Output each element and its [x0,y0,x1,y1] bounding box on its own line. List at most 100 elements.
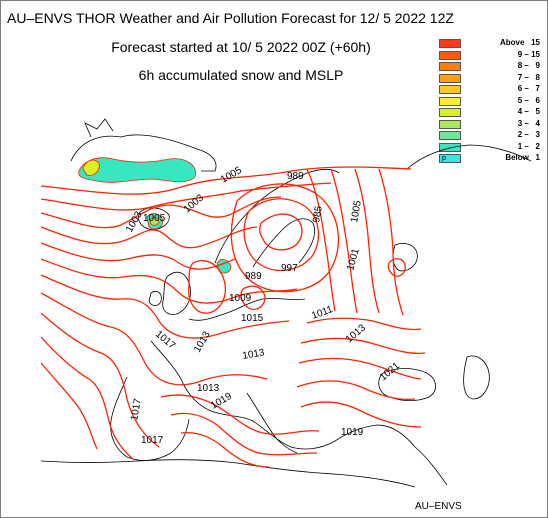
legend-item: 5 – 6 [438,96,546,108]
snow-area [149,217,160,226]
isobar [40,242,236,270]
africa-coast [40,459,416,488]
legend-swatch [439,119,461,129]
isobar [40,336,134,460]
isobar [160,394,320,435]
isobar-label: 1013 [192,329,213,354]
isobar-label: 1005 [143,213,166,224]
isobar [40,196,282,229]
isobar [387,258,406,277]
color-legend: Above 15 9 – 15 8 – 9 7 – 8 6 – 7 5 – 6 … [438,38,546,165]
isobar [306,317,422,331]
isobar [170,412,318,456]
legend-item: p Below 1 [438,153,546,165]
isobar [40,226,258,249]
isobar-label: 1009 [229,293,252,304]
legend-item: 4 – 5 [438,107,546,119]
legend-label: 6 – 7 [517,84,540,93]
legend-swatch [439,73,461,83]
isobar-label: 997 [281,263,298,274]
field-description: 6h accumulated snow and MSLP [138,67,344,83]
forecast-start: Forecast started at 10/ 5 2022 00Z (+60h… [111,39,371,55]
legend-swatch [439,108,461,117]
legend-item: 2 – 3 [438,130,546,142]
legend-label: 8 – 9 [517,61,540,70]
isobar-label: 1021 [378,360,402,383]
black-sea-coast [378,368,436,401]
legend-label: 4 – 5 [517,107,540,116]
legend-item: 6 – 7 [438,84,546,96]
pressure-labels: 1005 1003 1003 1005 989 985 1005 1001 98… [124,165,402,446]
snow-area [82,159,100,176]
legend-swatch [439,62,461,71]
snow-area [216,259,232,274]
iberia-coast [110,376,190,461]
legend-label: 7 – 8 [517,72,540,82]
legend-label: 5 – 6 [517,95,540,105]
legend-swatch [439,96,461,106]
isobar-label: 1005 [349,199,364,223]
isobar-label: 1005 [219,165,244,186]
isobar [240,285,266,311]
isobar-label: 989 [245,271,262,282]
isobar [40,312,160,448]
isobar [300,337,426,355]
legend-label: 1 – 2 [517,141,540,151]
legend-swatch [439,85,461,94]
legend-item: 1 – 2 [438,142,546,154]
isobar [40,258,298,304]
snow-areas [78,157,232,274]
isobar [378,168,404,316]
isobar [40,166,412,195]
isobar [354,168,380,314]
isobar-label: 1013 [242,347,266,362]
coastlines [40,118,532,488]
legend-item: Above 15 [438,38,546,50]
legend-swatch [439,142,461,152]
isobar [298,357,422,380]
footer-brand: AU–ENVS [415,501,462,512]
isobar [188,260,226,314]
isobar-label: 985 [311,205,325,224]
isobar-label: 1017 [129,397,144,421]
legend-swatch: p [439,154,461,163]
british-isles-coast [148,271,191,315]
isobar [230,183,339,293]
isobar-label: 1003 [182,192,206,215]
isobar [259,213,303,251]
legend-swatch [439,131,461,140]
isobar [330,168,358,314]
isobar-label: 1015 [241,313,264,324]
isobar [40,274,290,339]
legend-label: Above 15 [499,38,540,47]
legend-item: 7 – 8 [438,73,546,85]
legend-label: 3 – 4 [517,118,540,128]
isobar [40,182,332,211]
isobar-label: 989 [287,171,304,182]
legend-label: 2 – 3 [517,130,540,139]
isobar [300,401,422,428]
isobar [40,362,98,450]
isobar-label: 1017 [141,435,164,446]
eastern-coast [392,144,532,486]
isobar-label: 1013 [197,383,220,394]
caspian-coast [463,355,490,400]
legend-item: 9 – 15 [438,50,546,62]
snow-area [78,157,197,183]
greenland-coast [70,118,217,172]
legend-swatch [439,39,461,48]
italy-coast [246,392,298,454]
isobar [40,292,268,386]
isobars [40,166,426,468]
isobar [296,380,416,401]
legend-item: 3 – 4 [438,119,546,131]
isobar [306,168,336,312]
isobar-label: 1019 [341,427,364,438]
legend-label: 9 – 15 [517,49,540,59]
forecast-title: AU–ENVS THOR Weather and Air Pollution F… [7,10,454,26]
isobar [243,198,320,272]
isobar [180,431,270,468]
isobar-label: 1017 [153,329,177,352]
